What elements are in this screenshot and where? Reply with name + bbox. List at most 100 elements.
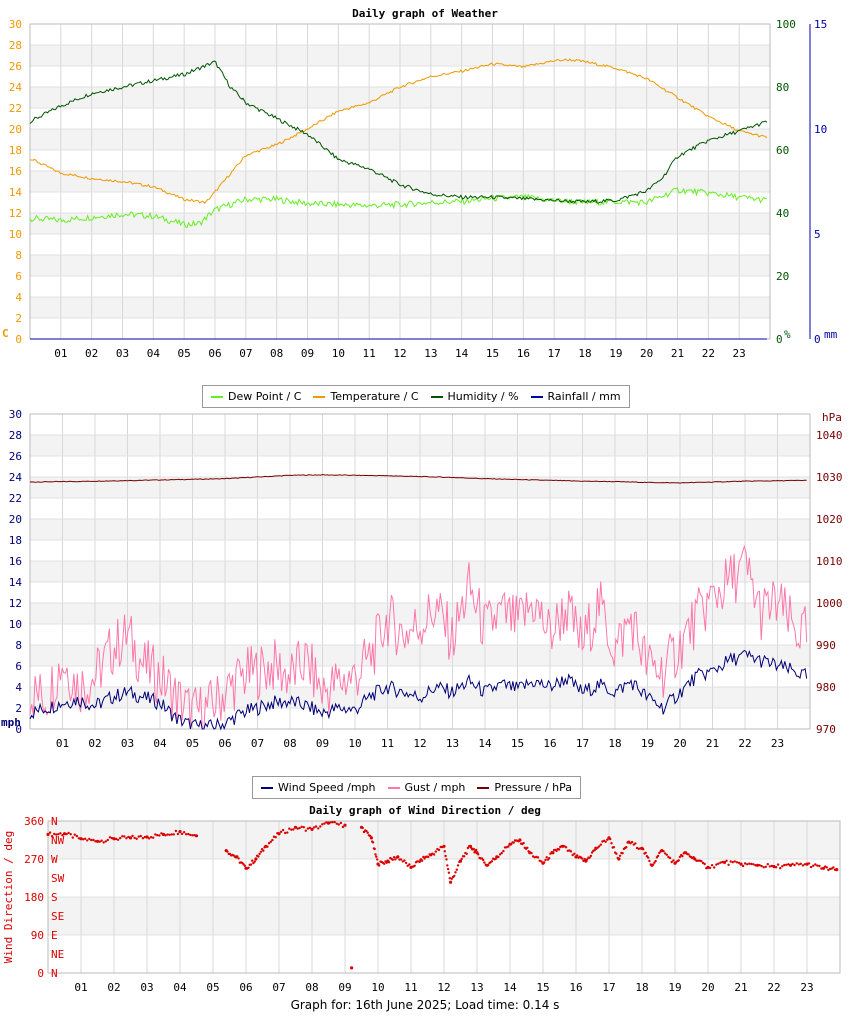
pressure-tick-label: 1040 xyxy=(816,429,843,442)
compass-label: SW xyxy=(51,872,65,885)
direction-point xyxy=(466,846,470,850)
direction-point xyxy=(502,849,505,853)
direction-point xyxy=(288,827,291,830)
direction-point xyxy=(125,837,128,840)
legend-swatch xyxy=(313,395,326,398)
direction-x-tick-label: 14 xyxy=(503,981,517,994)
compass-label: SE xyxy=(51,910,64,923)
direction-point xyxy=(774,866,778,869)
direction-point xyxy=(814,863,817,866)
direction-point xyxy=(717,862,720,865)
direction-point xyxy=(510,843,513,846)
direction-y-tick-label: 0 xyxy=(37,967,44,980)
weather-rain-tick-label: 0 xyxy=(814,333,821,346)
direction-point xyxy=(168,833,171,836)
direction-point xyxy=(722,860,727,865)
direction-point xyxy=(131,834,134,838)
wind-x-tick-label: 03 xyxy=(121,737,134,750)
direction-x-tick-label: 03 xyxy=(140,981,153,994)
direction-point xyxy=(687,853,690,856)
direction-point xyxy=(644,851,647,854)
direction-point xyxy=(137,835,140,838)
direction-point xyxy=(312,826,316,829)
direction-point xyxy=(399,858,403,861)
direction-point xyxy=(329,821,332,824)
direction-point xyxy=(323,822,326,825)
direction-point xyxy=(692,856,695,859)
pressure-tick-label: 970 xyxy=(816,723,836,736)
direction-x-tick-label: 13 xyxy=(470,981,483,994)
weather-x-tick-label: 02 xyxy=(85,347,98,360)
pressure-tick-label: 1000 xyxy=(816,597,843,610)
weather-humidity-tick-label: 40 xyxy=(776,207,789,220)
legend-swatch xyxy=(430,395,443,398)
direction-point xyxy=(667,855,670,859)
direction-point xyxy=(783,863,786,867)
direction-point xyxy=(812,864,815,867)
direction-point xyxy=(758,864,761,867)
direction-point xyxy=(444,854,447,858)
direction-point xyxy=(112,837,116,841)
direction-point xyxy=(127,835,130,839)
direction-point xyxy=(290,828,293,831)
direction-y-tick-label: 270 xyxy=(24,853,44,866)
wind-x-tick-label: 14 xyxy=(478,737,492,750)
weather-humidity-tick-label: 0 xyxy=(776,333,783,346)
direction-point xyxy=(62,832,67,836)
direction-point xyxy=(625,846,628,849)
direction-point xyxy=(446,864,449,867)
compass-label: E xyxy=(51,929,58,942)
direction-point xyxy=(423,857,426,860)
direction-point xyxy=(296,827,299,830)
direction-point xyxy=(176,832,180,836)
direction-point xyxy=(610,842,613,845)
direction-point xyxy=(406,864,409,867)
direction-point xyxy=(67,831,70,835)
direction-point xyxy=(258,852,261,856)
direction-point xyxy=(366,831,369,834)
direction-point xyxy=(73,833,77,836)
humidity-line xyxy=(29,60,768,204)
direction-point xyxy=(507,845,510,848)
weather-humidity-unit: % xyxy=(784,328,791,341)
direction-point xyxy=(530,851,533,855)
direction-point xyxy=(596,846,599,849)
wind-x-tick-label: 11 xyxy=(381,737,394,750)
direction-point xyxy=(90,838,93,842)
direction-point xyxy=(293,825,298,829)
direction-x-tick-label: 17 xyxy=(602,981,615,994)
direction-point xyxy=(441,845,444,849)
wind-left-tick-label: 6 xyxy=(15,660,22,673)
direction-point xyxy=(46,832,50,837)
wind-left-tick-label: 8 xyxy=(15,639,22,652)
direction-point xyxy=(374,853,377,856)
weather-humidity-tick-label: 80 xyxy=(776,81,789,94)
direction-point xyxy=(395,856,398,859)
weather-x-tick-label: 19 xyxy=(609,347,622,360)
direction-point xyxy=(590,851,594,854)
direction-point xyxy=(500,851,503,855)
direction-point xyxy=(226,850,229,853)
direction-point xyxy=(665,853,668,856)
weather-left-tick-label: 6 xyxy=(15,270,22,283)
direction-point xyxy=(116,838,120,841)
direction-point xyxy=(237,857,240,860)
direction-point xyxy=(455,868,458,871)
direction-point xyxy=(300,825,303,828)
direction-point xyxy=(373,847,376,851)
direction-point xyxy=(618,854,622,857)
direction-point xyxy=(77,837,81,840)
direction-point xyxy=(339,821,343,825)
direction-point xyxy=(306,827,310,830)
direction-point xyxy=(634,842,637,845)
direction-point xyxy=(752,863,755,866)
direction-point xyxy=(350,966,354,970)
direction-point xyxy=(369,834,372,838)
direction-x-tick-label: 22 xyxy=(767,981,780,994)
direction-point xyxy=(581,857,584,860)
direction-point xyxy=(61,834,64,837)
direction-point xyxy=(805,862,809,866)
weather-left-tick-label: 12 xyxy=(9,207,22,220)
direction-point xyxy=(271,838,274,842)
direction-x-tick-label: 20 xyxy=(701,981,714,994)
